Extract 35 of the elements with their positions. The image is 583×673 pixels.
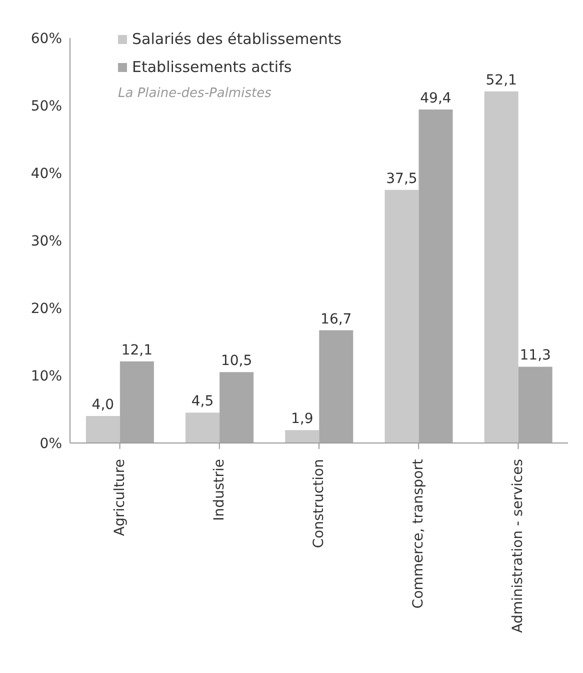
bar xyxy=(285,430,320,443)
legend-label: Etablissements actifs xyxy=(131,58,293,76)
x-tick-label: Administration - services xyxy=(510,459,526,633)
data-label: 37,5 xyxy=(386,170,418,187)
y-tick-label: 40% xyxy=(30,166,62,182)
x-tick-label: Agriculture xyxy=(112,459,128,536)
y-tick-label: 60% xyxy=(30,30,62,47)
bar xyxy=(418,110,453,443)
legend-label: Salariés des établissements xyxy=(131,30,342,48)
data-label: 12,1 xyxy=(121,342,153,358)
data-label: 10,5 xyxy=(220,353,252,370)
bar xyxy=(120,361,154,443)
data-label: 49,4 xyxy=(420,90,452,107)
bar xyxy=(384,190,419,443)
x-tick-label: Commerce, transport xyxy=(410,458,427,609)
bar xyxy=(86,416,120,443)
y-tick-label: 30% xyxy=(30,233,62,250)
data-label: 16,7 xyxy=(320,311,352,328)
y-tick-label: 20% xyxy=(30,300,62,317)
data-label: 11,3 xyxy=(520,348,551,364)
bar xyxy=(484,91,518,443)
y-tick-label: 50% xyxy=(30,98,62,114)
y-tick-label: 0% xyxy=(40,436,62,452)
data-label: 52,1 xyxy=(486,72,517,88)
bar xyxy=(319,330,354,443)
x-tick-label: Industrie xyxy=(211,459,228,521)
y-tick-label: 10% xyxy=(30,368,62,384)
data-label: 4,0 xyxy=(92,397,114,413)
data-label: 4,5 xyxy=(191,394,214,410)
x-tick-label: Construction xyxy=(311,459,327,548)
bar xyxy=(518,366,552,443)
data-label: 1,9 xyxy=(291,411,314,428)
bar xyxy=(186,412,220,443)
text: La Plaine-des-Palmistes xyxy=(118,86,272,101)
bar xyxy=(220,372,254,443)
